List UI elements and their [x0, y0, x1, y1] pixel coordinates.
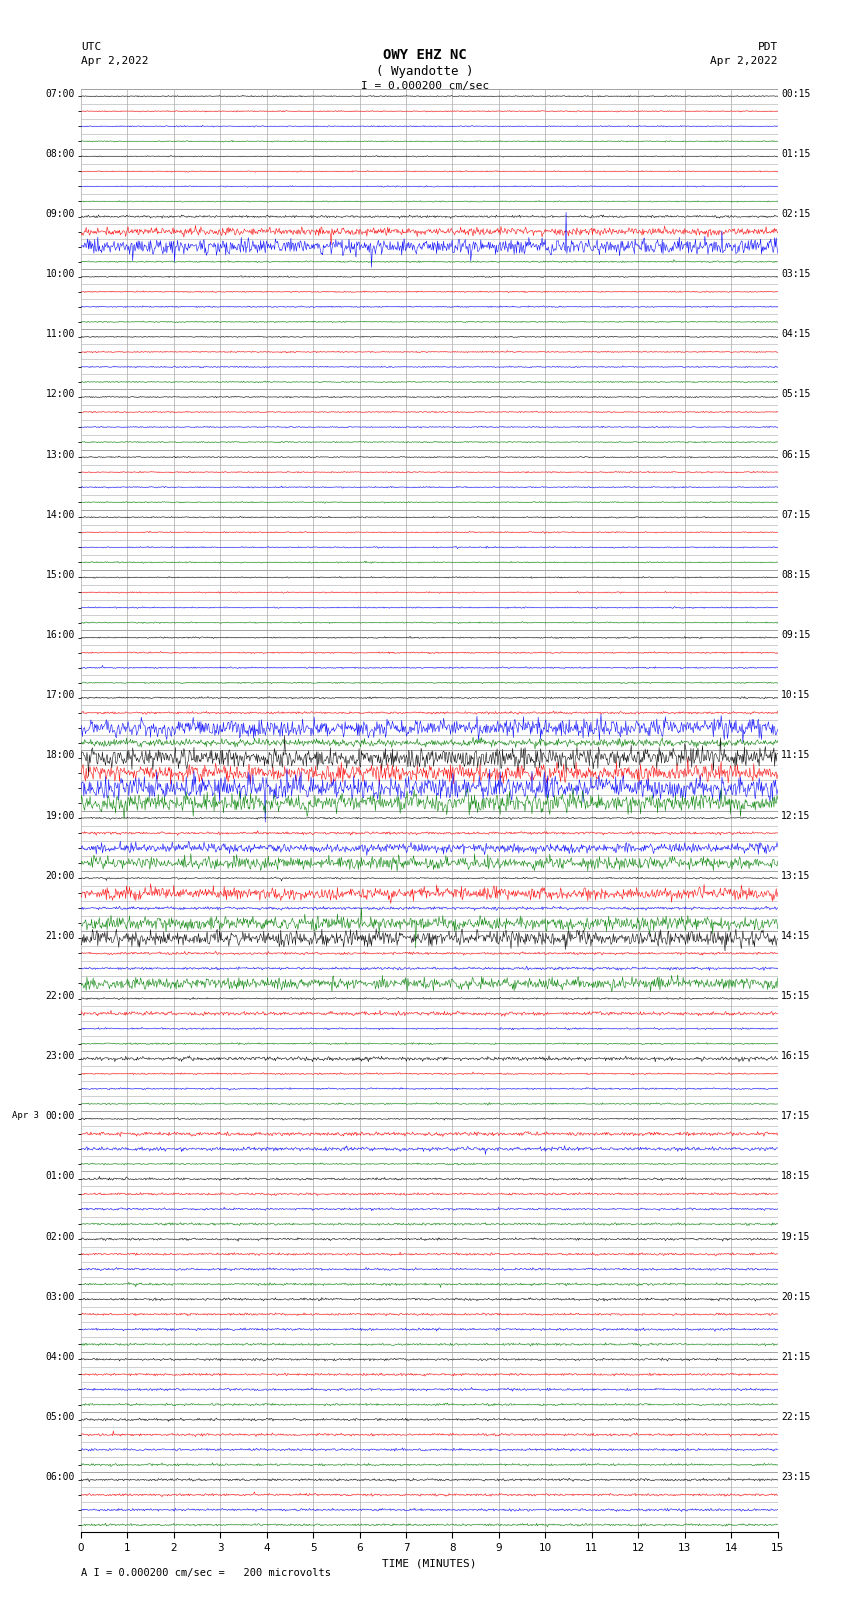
- Text: 03:00: 03:00: [46, 1292, 75, 1302]
- Text: 03:15: 03:15: [781, 269, 811, 279]
- Text: 07:15: 07:15: [781, 510, 811, 519]
- Text: 16:00: 16:00: [46, 631, 75, 640]
- Text: 16:15: 16:15: [781, 1052, 811, 1061]
- X-axis label: TIME (MINUTES): TIME (MINUTES): [382, 1558, 477, 1568]
- Text: Apr 3: Apr 3: [12, 1111, 39, 1121]
- Text: 21:00: 21:00: [46, 931, 75, 940]
- Text: 06:00: 06:00: [46, 1473, 75, 1482]
- Text: 22:00: 22:00: [46, 990, 75, 1002]
- Text: 12:00: 12:00: [46, 389, 75, 400]
- Text: 12:15: 12:15: [781, 811, 811, 821]
- Text: 10:15: 10:15: [781, 690, 811, 700]
- Text: 17:15: 17:15: [781, 1111, 811, 1121]
- Text: Apr 2,2022: Apr 2,2022: [711, 56, 778, 66]
- Text: 20:15: 20:15: [781, 1292, 811, 1302]
- Text: 05:15: 05:15: [781, 389, 811, 400]
- Text: 02:00: 02:00: [46, 1232, 75, 1242]
- Text: 14:00: 14:00: [46, 510, 75, 519]
- Text: 05:00: 05:00: [46, 1411, 75, 1423]
- Text: 02:15: 02:15: [781, 210, 811, 219]
- Text: 09:00: 09:00: [46, 210, 75, 219]
- Text: 17:00: 17:00: [46, 690, 75, 700]
- Text: 01:15: 01:15: [781, 148, 811, 158]
- Text: 07:00: 07:00: [46, 89, 75, 98]
- Text: 08:15: 08:15: [781, 569, 811, 581]
- Text: 14:15: 14:15: [781, 931, 811, 940]
- Text: I = 0.000200 cm/sec: I = 0.000200 cm/sec: [361, 81, 489, 90]
- Text: 11:00: 11:00: [46, 329, 75, 339]
- Text: 11:15: 11:15: [781, 750, 811, 760]
- Text: PDT: PDT: [757, 42, 778, 52]
- Text: 18:15: 18:15: [781, 1171, 811, 1181]
- Text: 15:15: 15:15: [781, 990, 811, 1002]
- Text: OWY EHZ NC: OWY EHZ NC: [383, 48, 467, 63]
- Text: 18:00: 18:00: [46, 750, 75, 760]
- Text: 19:15: 19:15: [781, 1232, 811, 1242]
- Text: 13:15: 13:15: [781, 871, 811, 881]
- Text: 21:15: 21:15: [781, 1352, 811, 1361]
- Text: UTC: UTC: [81, 42, 101, 52]
- Text: 00:00: 00:00: [46, 1111, 75, 1121]
- Text: 23:00: 23:00: [46, 1052, 75, 1061]
- Text: 22:15: 22:15: [781, 1411, 811, 1423]
- Text: 20:00: 20:00: [46, 871, 75, 881]
- Text: 08:00: 08:00: [46, 148, 75, 158]
- Text: 10:00: 10:00: [46, 269, 75, 279]
- Text: Apr 2,2022: Apr 2,2022: [81, 56, 148, 66]
- Text: 23:15: 23:15: [781, 1473, 811, 1482]
- Text: 04:15: 04:15: [781, 329, 811, 339]
- Text: 01:00: 01:00: [46, 1171, 75, 1181]
- Text: 09:15: 09:15: [781, 631, 811, 640]
- Text: 19:00: 19:00: [46, 811, 75, 821]
- Text: 04:00: 04:00: [46, 1352, 75, 1361]
- Text: 13:00: 13:00: [46, 450, 75, 460]
- Text: 15:00: 15:00: [46, 569, 75, 581]
- Text: 06:15: 06:15: [781, 450, 811, 460]
- Text: 00:15: 00:15: [781, 89, 811, 98]
- Text: A I = 0.000200 cm/sec =   200 microvolts: A I = 0.000200 cm/sec = 200 microvolts: [81, 1568, 331, 1578]
- Text: ( Wyandotte ): ( Wyandotte ): [377, 65, 473, 77]
